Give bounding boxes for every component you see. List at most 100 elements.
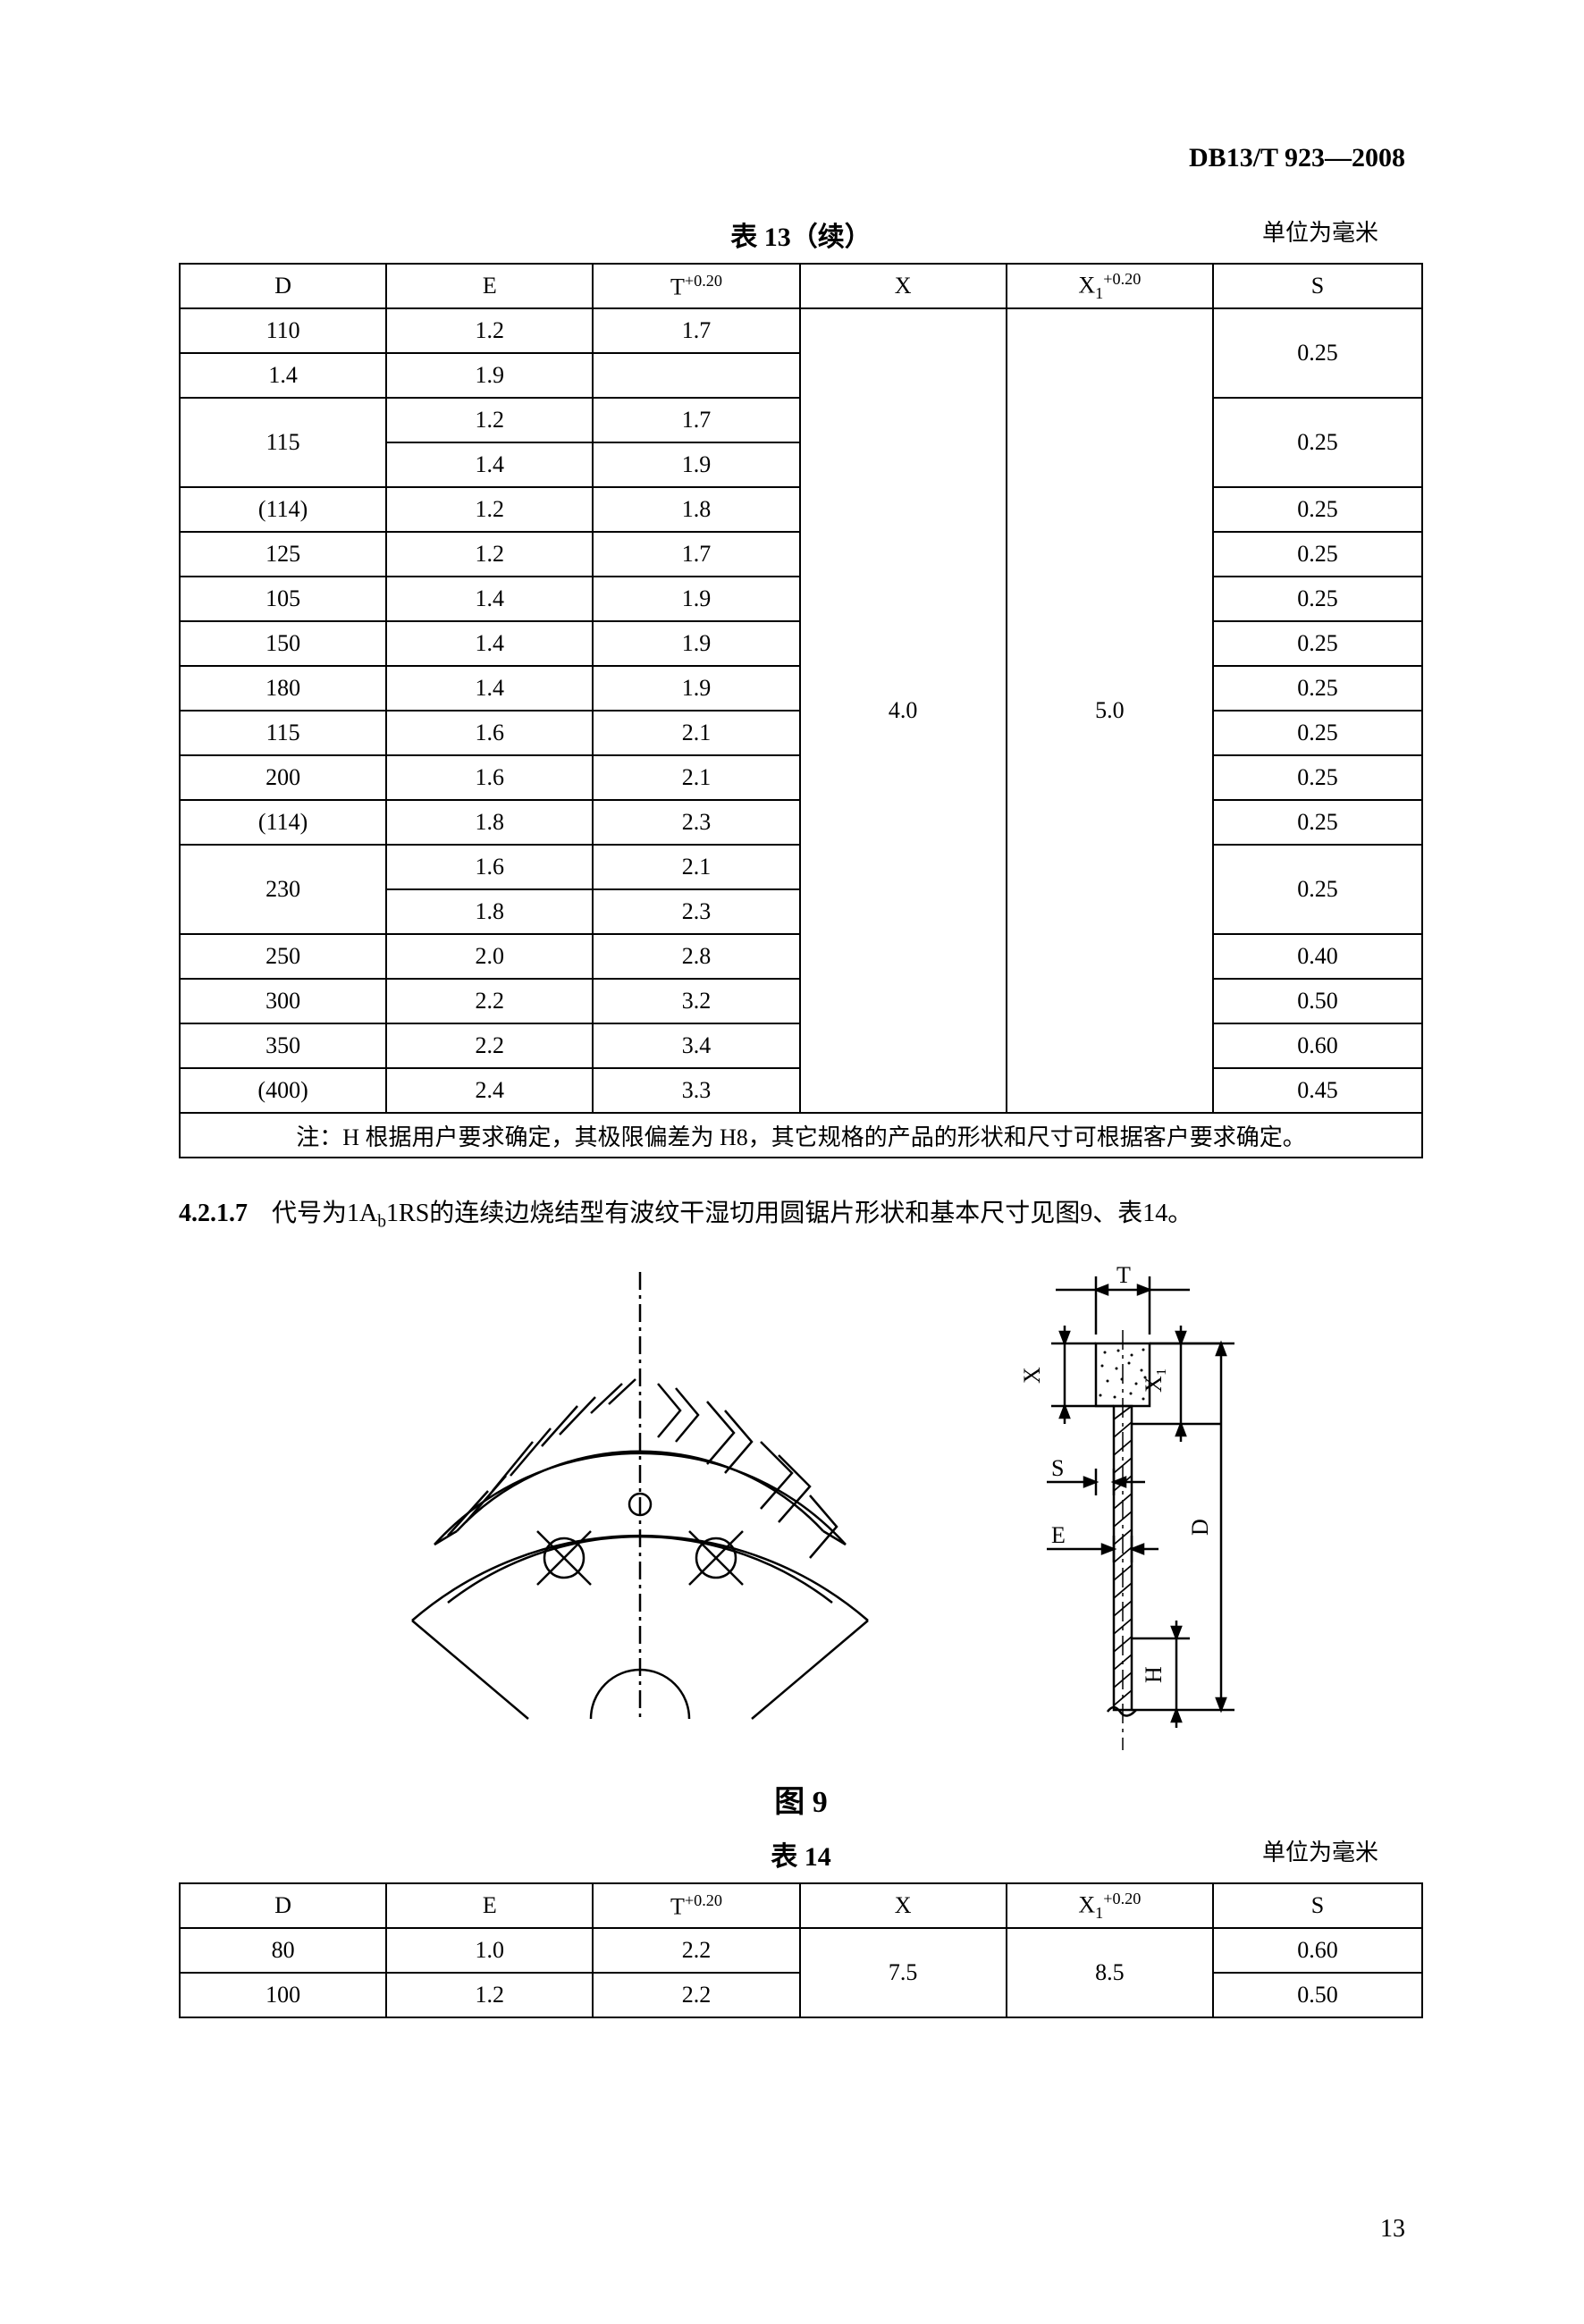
- cell-T: 1.7: [593, 308, 799, 353]
- section-text-prefix: 代号为1A: [272, 1200, 377, 1227]
- cell-T: 2.3: [593, 800, 799, 845]
- cell-S: 0.45: [1213, 1068, 1422, 1113]
- cell-T: 1.7: [593, 398, 799, 442]
- cell-S: 0.60: [1213, 1928, 1422, 1973]
- cell-E: 1.6: [386, 755, 593, 800]
- cell-S: 0.60: [1213, 1023, 1422, 1068]
- cell-S: 0.25: [1213, 308, 1422, 398]
- cell-S: 0.25: [1213, 532, 1422, 577]
- table13: DET+0.20XX1+0.20S1101.21.74.05.00.251.41…: [179, 263, 1423, 1158]
- figure9-caption: 图 9: [179, 1777, 1423, 1821]
- cell-S: 0.25: [1213, 487, 1422, 532]
- cell-S: 0.50: [1213, 1973, 1422, 2017]
- section-text-suffix: 1RS的连续边烧结型有波纹干湿切用圆锯片形状和基本尺寸见图9、表14。: [386, 1200, 1192, 1227]
- cell-E: 1.4: [386, 577, 593, 621]
- table13-col-D: D: [180, 264, 386, 308]
- cell-T: 1.9: [593, 666, 799, 711]
- label-E: E: [1051, 1522, 1066, 1548]
- cell-S: 0.25: [1213, 577, 1422, 621]
- label-H: H: [1141, 1666, 1167, 1683]
- cell-S: 0.25: [1213, 398, 1422, 487]
- cell-T: 2.3: [593, 889, 799, 934]
- cell-E: 1.2: [386, 398, 593, 442]
- cell-E: 1.2: [386, 308, 593, 353]
- page: DB13/T 923—2008 表 13（续） 单位为毫米 DET+0.20XX…: [0, 0, 1584, 2324]
- table13-note: 注：H 根据用户要求确定，其极限偏差为 H8，其它规格的产品的形状和尺寸可根据客…: [180, 1113, 1422, 1158]
- cell-T: 3.3: [593, 1068, 799, 1113]
- cell-S: 0.40: [1213, 934, 1422, 979]
- cell-S: 0.25: [1213, 666, 1422, 711]
- cell-T: 1.9: [593, 621, 799, 666]
- label-T: T: [1116, 1263, 1131, 1288]
- label-S: S: [1051, 1455, 1064, 1481]
- cell-E: 1.2: [386, 1973, 593, 2017]
- cell-E: 1.4: [386, 621, 593, 666]
- cell-E: 1.6: [386, 711, 593, 755]
- cell-D: 100: [180, 1973, 386, 2017]
- table14-title: 表 14: [771, 1834, 831, 1874]
- label-D: D: [1187, 1519, 1213, 1536]
- table14-unit: 单位为毫米: [1262, 1834, 1378, 1867]
- cell-E: 2.2: [386, 1023, 593, 1068]
- cell-T: 2.1: [593, 755, 799, 800]
- cell-E: 1.4: [386, 666, 593, 711]
- label-X1: X₁: [1141, 1368, 1167, 1393]
- table14-col-S: S: [1213, 1883, 1422, 1928]
- cell-D: (114): [180, 487, 386, 532]
- page-number: 13: [1380, 2215, 1405, 2244]
- cell-S: 0.50: [1213, 979, 1422, 1023]
- cell-S: 0.25: [1213, 755, 1422, 800]
- cell-S: 0.25: [1213, 621, 1422, 666]
- document-id: DB13/T 923—2008: [1189, 143, 1405, 173]
- cell-S: 0.25: [1213, 845, 1422, 934]
- table14-col-T: T+0.20: [593, 1883, 799, 1928]
- table-row: 1101.21.74.05.00.25: [180, 308, 1422, 353]
- cell-T: 2.2: [593, 1928, 799, 1973]
- cell-D: 115: [180, 711, 386, 755]
- cell-T: 2.2: [593, 1973, 799, 2017]
- cell-T: 2.8: [593, 934, 799, 979]
- cell-D: (114): [180, 800, 386, 845]
- section-4-2-1-7: 4.2.1.7 代号为1Ab1RS的连续边烧结型有波纹干湿切用圆锯片形状和基本尺…: [179, 1194, 1423, 1236]
- cell-E: 2.0: [386, 934, 593, 979]
- cell-D: 150: [180, 621, 386, 666]
- cell-E: 1.6: [386, 845, 593, 889]
- table14-col-X1: X1+0.20: [1007, 1883, 1213, 1928]
- cell-T: 1.7: [593, 532, 799, 577]
- cell-E: 1.8: [386, 889, 593, 934]
- figure9-container: T: [179, 1263, 1423, 1764]
- table14-col-D: D: [180, 1883, 386, 1928]
- cell-T: 3.2: [593, 979, 799, 1023]
- cell-D: 105: [180, 577, 386, 621]
- cell-E: 1.2: [386, 487, 593, 532]
- cell-E: 1.4: [180, 353, 386, 398]
- table14-col-E: E: [386, 1883, 593, 1928]
- cell-D: 350: [180, 1023, 386, 1068]
- table13-col-X: X: [800, 264, 1007, 308]
- cell-D: 300: [180, 979, 386, 1023]
- cell-T: 1.8: [593, 487, 799, 532]
- cell-T: 3.4: [593, 1023, 799, 1068]
- cell-D: (400): [180, 1068, 386, 1113]
- cell-X: 4.0: [800, 308, 1007, 1113]
- cell-E: 2.4: [386, 1068, 593, 1113]
- cell-T: 1.9: [593, 577, 799, 621]
- cell-E: 1.2: [386, 532, 593, 577]
- cell-E: 1.4: [386, 442, 593, 487]
- figure9-blade-svg: [350, 1263, 931, 1728]
- table13-col-E: E: [386, 264, 593, 308]
- cell-E: 1.0: [386, 1928, 593, 1973]
- section-number: 4.2.1.7: [179, 1200, 248, 1227]
- cell-D: 80: [180, 1928, 386, 1973]
- label-X: X: [1019, 1367, 1045, 1384]
- cell-T: 1.9: [593, 442, 799, 487]
- cell-D: 230: [180, 845, 386, 934]
- figure9-section-svg: T: [1002, 1263, 1252, 1764]
- cell-D: 125: [180, 532, 386, 577]
- cell-E: 1.8: [386, 800, 593, 845]
- table13-col-X1: X1+0.20: [1007, 264, 1213, 308]
- table13-unit: 单位为毫米: [1262, 215, 1378, 248]
- table13-title: 表 13（续）: [730, 215, 872, 254]
- table14-col-X: X: [800, 1883, 1007, 1928]
- cell-D: 250: [180, 934, 386, 979]
